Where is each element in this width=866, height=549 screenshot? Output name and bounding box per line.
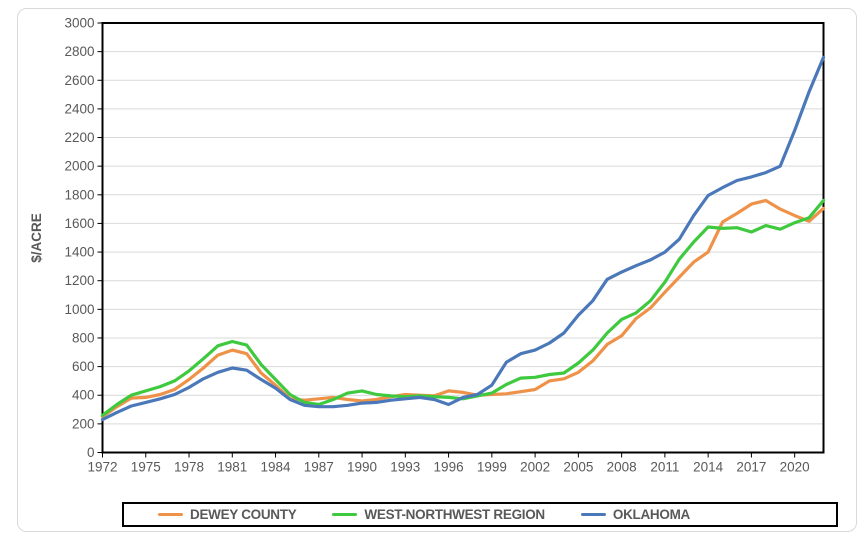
series-line-oklahoma (100, 55, 826, 422)
x-tick-label: 1999 (477, 460, 507, 475)
y-tick-label: 800 (72, 330, 95, 345)
legend-item-dewey-county: DEWEY COUNTY (158, 507, 297, 522)
plot-border (101, 22, 825, 454)
y-tick-label: 1800 (64, 187, 94, 202)
x-tick-label: 1984 (261, 460, 292, 475)
x-tick-label: 1990 (347, 460, 377, 475)
x-tick-label: 2011 (650, 460, 679, 475)
x-tick-label: 1993 (390, 460, 420, 475)
y-tick-label: 0 (87, 445, 95, 460)
y-tick-label: 1400 (64, 245, 94, 260)
x-tick-label: 2017 (736, 460, 766, 475)
y-tick-label: 3000 (64, 16, 94, 31)
y-tick-label: 2400 (64, 101, 94, 116)
y-axis-title: $/ACRE (29, 213, 44, 263)
legend-item-oklahoma: OKLAHOMA (580, 507, 690, 522)
x-tick-label: 2020 (780, 460, 810, 475)
x-tick-label: 1996 (434, 460, 464, 475)
series-line-dewey-county (100, 198, 826, 419)
y-tick-label: 2200 (64, 130, 94, 145)
legend-swatch-dewey-county (158, 512, 183, 517)
legend-swatch-west-northwest-region (332, 512, 358, 517)
legend-item-west-northwest-region: WEST-NORTHWEST REGION (332, 507, 545, 522)
y-tick-label: 2600 (64, 73, 94, 88)
x-tick-label: 1978 (174, 460, 204, 475)
x-tick-label: 1987 (304, 460, 334, 475)
legend-label-oklahoma: OKLAHOMA (612, 507, 690, 522)
legend: DEWEY COUNTY WEST-NORTHWEST REGION OKLAH… (122, 502, 838, 527)
x-tick-label: 1975 (131, 460, 161, 475)
legend-label-west-northwest-region: WEST-NORTHWEST REGION (364, 507, 545, 522)
y-tick-label: 1200 (64, 273, 94, 288)
chart-frame (17, 8, 857, 532)
x-tick-label: 2008 (607, 460, 637, 475)
y-tick-label: 1600 (64, 216, 94, 231)
x-tick-label: 2014 (693, 460, 724, 475)
y-tick-label: 2000 (64, 159, 94, 174)
x-tick-label: 1981 (217, 460, 247, 475)
y-tick-label: 2800 (64, 44, 94, 59)
legend-swatch-oklahoma (580, 512, 606, 517)
x-tick-label: 1972 (87, 460, 117, 475)
y-axis: 0 200 400 600 800 1000 1200 1400 1600 1800 2000 220… (64, 16, 103, 460)
gridlines (102, 51, 824, 425)
y-tick-label: 1000 (64, 302, 94, 317)
y-tick-label: 200 (72, 416, 95, 431)
x-tick-label: 2005 (563, 460, 593, 475)
legend-label-dewey-county: DEWEY COUNTY (190, 507, 297, 522)
x-tick-label: 2002 (520, 460, 550, 475)
y-tick-label: 400 (72, 388, 95, 403)
x-axis: 1972 1975 1978 1981 1984 1987 1990 1993 1996 1999… (87, 452, 810, 475)
y-tick-label: 600 (72, 359, 95, 374)
